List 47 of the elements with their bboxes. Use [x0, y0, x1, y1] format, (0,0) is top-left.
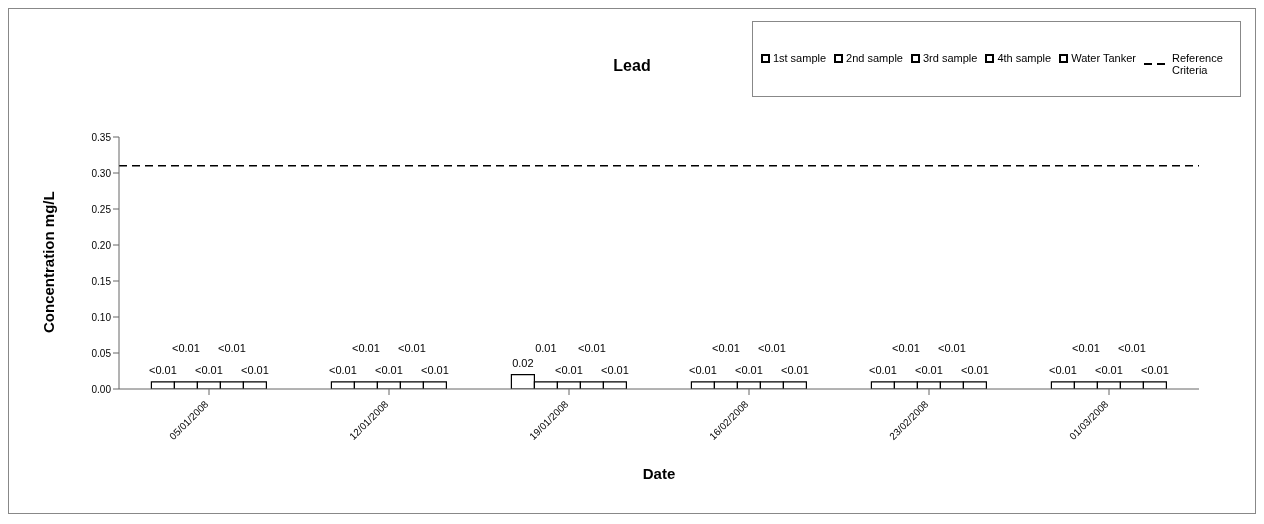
data-label: <0.01	[351, 341, 380, 354]
y-tick-label: 0.00	[91, 383, 112, 395]
legend-label: 3rd sample	[921, 52, 978, 64]
data-label: <0.01	[914, 363, 943, 376]
data-label: <0.01	[1094, 363, 1123, 376]
data-label: <0.01	[217, 341, 246, 354]
y-tick-label: 0.30	[91, 167, 112, 179]
data-label: <0.01	[868, 363, 897, 376]
data-label: <0.01	[328, 363, 357, 376]
y-tick-label: 0.35	[91, 131, 112, 143]
data-label: <0.01	[1048, 363, 1077, 376]
data-label: <0.01	[554, 363, 583, 376]
y-tick-label: 0.05	[91, 347, 112, 359]
data-label: <0.01	[780, 363, 809, 376]
data-label: <0.01	[240, 363, 269, 376]
y-tick-label: 0.20	[91, 239, 112, 251]
data-label: <0.01	[688, 363, 717, 376]
data-label: <0.01	[960, 363, 989, 376]
data-label: <0.01	[577, 341, 606, 354]
data-label: <0.01	[711, 341, 740, 354]
data-label: <0.01	[194, 363, 223, 376]
data-label: <0.01	[1140, 363, 1169, 376]
legend-label: Water Tanker	[1070, 52, 1136, 64]
y-tick-label: 0.25	[91, 203, 112, 215]
data-label: <0.01	[420, 363, 449, 376]
data-label: <0.01	[1071, 341, 1100, 354]
legend-label: 2nd sample	[845, 52, 903, 64]
data-label: 0.02	[512, 356, 534, 369]
data-label: <0.01	[374, 363, 403, 376]
data-label: <0.01	[937, 341, 966, 354]
legend-label: 4th sample	[996, 52, 1052, 64]
y-tick-label: 0.15	[91, 275, 112, 287]
x-axis-title: Date	[642, 465, 676, 482]
data-label: <0.01	[148, 363, 177, 376]
data-label: 0.01	[535, 341, 557, 354]
data-label: <0.01	[171, 341, 200, 354]
y-tick-label: 0.10	[91, 311, 112, 323]
legend-label: 1st sample	[771, 52, 827, 64]
data-label: <0.01	[734, 363, 763, 376]
legend-label: Reference Criteria	[1172, 52, 1224, 76]
y-axis-title: Concentration mg/L	[40, 191, 58, 333]
data-label: <0.01	[600, 363, 629, 376]
data-label: <0.01	[1117, 341, 1146, 354]
data-label: <0.01	[891, 341, 920, 354]
data-label: <0.01	[397, 341, 426, 354]
data-label: <0.01	[757, 341, 786, 354]
chart-title: Lead	[613, 57, 651, 74]
